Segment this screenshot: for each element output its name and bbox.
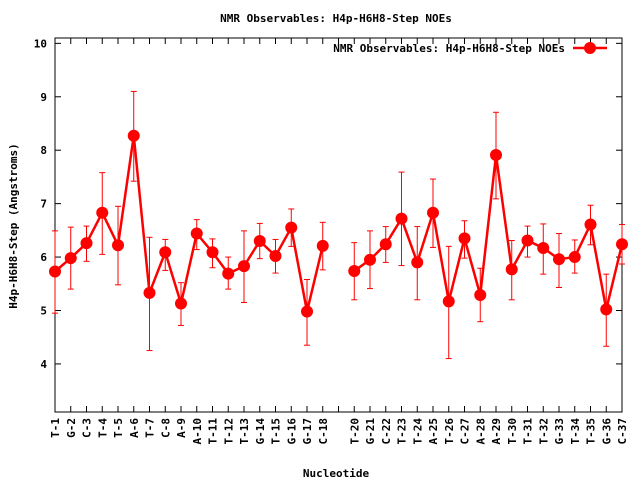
data-point xyxy=(175,297,187,310)
x-tick-label: G-21 xyxy=(364,418,377,445)
x-tick-label: G-33 xyxy=(553,418,566,445)
x-tick-label: T-7 xyxy=(144,418,157,438)
y-tick-label: 9 xyxy=(40,91,47,104)
x-tick-label: T-13 xyxy=(238,418,251,445)
data-point xyxy=(301,305,313,318)
data-point xyxy=(474,288,487,301)
data-point xyxy=(190,227,203,240)
x-tick-label: T-20 xyxy=(348,418,361,445)
data-point xyxy=(553,253,565,266)
data-point xyxy=(348,264,361,277)
data-point xyxy=(379,238,392,251)
data-point xyxy=(49,265,61,278)
data-point xyxy=(64,252,77,265)
x-tick-label: A-10 xyxy=(191,418,204,445)
x-tick-label: C-27 xyxy=(459,418,472,445)
series-layer xyxy=(49,90,628,360)
data-point xyxy=(253,235,266,248)
y-tick-label: 8 xyxy=(40,144,47,157)
data-point xyxy=(222,267,235,280)
x-tick-label: T-23 xyxy=(396,418,409,445)
y-tick-label: 4 xyxy=(40,358,47,371)
y-tick-label: 5 xyxy=(40,304,47,317)
x-tick-label: T-32 xyxy=(537,418,550,445)
legend-label: NMR Observables: H4p-H6H8-Step NOEs xyxy=(333,42,565,55)
x-tick-label: A-25 xyxy=(427,418,440,445)
data-point xyxy=(316,239,329,252)
data-point xyxy=(537,241,550,254)
x-tick-label: T-15 xyxy=(270,418,283,445)
data-point xyxy=(127,129,140,142)
data-point xyxy=(584,218,597,231)
data-point xyxy=(285,221,298,234)
data-point xyxy=(600,303,613,316)
data-point xyxy=(80,237,93,250)
x-tick-label: A-29 xyxy=(490,418,503,445)
x-tick-label: T-5 xyxy=(112,418,125,438)
x-tick-label: T-35 xyxy=(585,418,598,445)
data-point xyxy=(458,232,471,245)
x-tick-label: G-17 xyxy=(301,418,314,445)
x-tick-label: A-6 xyxy=(128,418,141,438)
data-point xyxy=(206,246,219,259)
x-tick-label: G-36 xyxy=(600,418,613,445)
data-point xyxy=(269,249,282,262)
x-tick-label: C-8 xyxy=(159,418,172,438)
x-tick-label: C-3 xyxy=(81,418,94,438)
x-tick-label: T-1 xyxy=(49,418,62,438)
data-point xyxy=(238,260,250,273)
chart-title: NMR Observables: H4p-H6H8-Step NOEs xyxy=(220,12,452,25)
y-axis-label: H4p-H6H8-Step (Angstroms) xyxy=(7,143,20,309)
x-tick-label: T-11 xyxy=(207,418,220,445)
data-point xyxy=(411,256,424,269)
x-tick-label: G-14 xyxy=(254,418,267,445)
series-line xyxy=(54,134,324,313)
legend-marker xyxy=(584,42,596,54)
data-point xyxy=(505,263,518,276)
x-tick-label: T-30 xyxy=(506,418,519,445)
data-point xyxy=(159,246,172,259)
x-tick-label: A-9 xyxy=(175,418,188,438)
x-tick-label: G-16 xyxy=(285,418,298,445)
series-line xyxy=(353,153,624,311)
x-tick-label: T-4 xyxy=(96,418,109,438)
x-tick-label: C-18 xyxy=(317,418,330,445)
x-tick-label: T-34 xyxy=(569,418,582,445)
x-tick-label: A-28 xyxy=(474,418,487,445)
data-point xyxy=(442,295,455,308)
plot-frame xyxy=(54,37,623,413)
y-tick-label: 7 xyxy=(40,198,47,211)
data-point xyxy=(143,286,156,299)
x-tick-label: G-2 xyxy=(65,418,78,438)
data-point xyxy=(427,206,439,219)
data-point xyxy=(568,251,581,264)
data-point xyxy=(395,212,408,225)
x-tick-label: T-24 xyxy=(411,418,424,445)
x-tick-label: C-37 xyxy=(616,418,629,445)
data-point xyxy=(521,234,534,247)
data-point xyxy=(96,206,109,219)
data-point xyxy=(112,239,124,252)
x-tick-label: T-31 xyxy=(522,418,535,445)
data-point xyxy=(490,149,502,162)
x-tick-label: T-12 xyxy=(222,418,235,445)
legend: NMR Observables: H4p-H6H8-Step NOEs xyxy=(333,42,607,55)
x-tick-label: T-26 xyxy=(443,418,456,445)
x-axis-label: Nucleotide xyxy=(303,467,370,480)
data-point xyxy=(616,238,628,251)
y-tick-label: 10 xyxy=(34,37,47,50)
y-tick-label: 6 xyxy=(40,251,47,264)
x-tick-label: C-22 xyxy=(380,418,393,445)
data-point xyxy=(364,253,376,266)
